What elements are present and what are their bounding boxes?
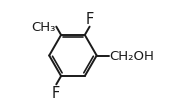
Text: CH₃: CH₃ [31,20,55,33]
Text: F: F [86,12,94,27]
Text: CH₂OH: CH₂OH [110,50,154,62]
Text: F: F [52,85,60,100]
